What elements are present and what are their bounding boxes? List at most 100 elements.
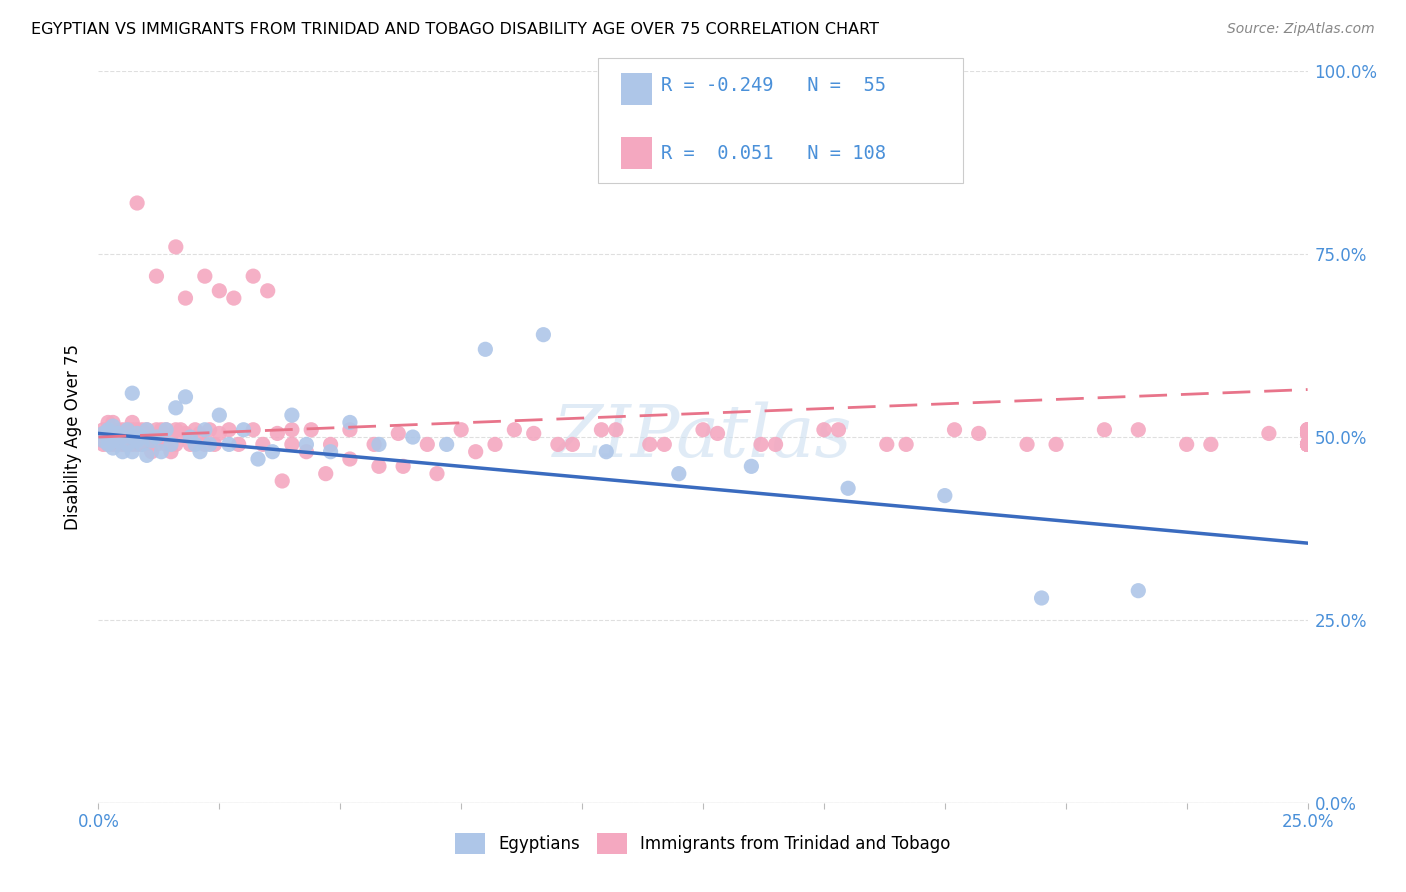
Point bbox=[131, 430, 153, 444]
Point bbox=[1296, 437, 1319, 451]
Point bbox=[668, 467, 690, 481]
Point bbox=[160, 444, 183, 458]
Point bbox=[281, 423, 304, 437]
Point bbox=[561, 437, 583, 451]
Point bbox=[692, 423, 714, 437]
Point bbox=[765, 437, 787, 451]
Text: EGYPTIAN VS IMMIGRANTS FROM TRINIDAD AND TOBAGO DISABILITY AGE OVER 75 CORRELATI: EGYPTIAN VS IMMIGRANTS FROM TRINIDAD AND… bbox=[31, 22, 879, 37]
Point bbox=[1296, 426, 1319, 441]
Point bbox=[1296, 423, 1319, 437]
Point bbox=[135, 423, 157, 437]
Point bbox=[827, 423, 849, 437]
Point bbox=[184, 437, 207, 451]
Point bbox=[266, 426, 288, 441]
Point bbox=[174, 426, 197, 441]
Point bbox=[943, 423, 966, 437]
Point bbox=[208, 284, 231, 298]
Point bbox=[368, 459, 391, 474]
Point bbox=[101, 423, 124, 437]
Point bbox=[1296, 437, 1319, 451]
Point bbox=[1031, 591, 1053, 605]
Point bbox=[107, 434, 129, 448]
Point bbox=[117, 437, 139, 451]
Point bbox=[204, 437, 226, 451]
Point bbox=[111, 423, 134, 437]
Point bbox=[242, 423, 264, 437]
Point bbox=[107, 434, 129, 448]
Point bbox=[91, 426, 114, 441]
Point bbox=[91, 423, 114, 437]
Point bbox=[127, 434, 149, 448]
Point bbox=[127, 196, 149, 211]
Point bbox=[101, 434, 124, 448]
Point bbox=[740, 459, 762, 474]
Point bbox=[1015, 437, 1038, 451]
Point bbox=[150, 444, 173, 458]
Point bbox=[179, 437, 201, 451]
Point bbox=[155, 423, 177, 437]
Point bbox=[97, 437, 120, 451]
Point bbox=[117, 423, 139, 437]
Legend: Egyptians, Immigrants from Trinidad and Tobago: Egyptians, Immigrants from Trinidad and … bbox=[449, 827, 957, 860]
Point bbox=[281, 408, 304, 422]
Point bbox=[474, 343, 496, 357]
Point bbox=[605, 423, 627, 437]
Text: Source: ZipAtlas.com: Source: ZipAtlas.com bbox=[1227, 22, 1375, 37]
Point bbox=[934, 489, 956, 503]
Point bbox=[319, 437, 342, 451]
Point bbox=[837, 481, 859, 495]
Point bbox=[150, 426, 173, 441]
Point bbox=[1296, 423, 1319, 437]
Point bbox=[101, 430, 124, 444]
Point bbox=[198, 423, 221, 437]
Point bbox=[127, 437, 149, 451]
Point bbox=[218, 423, 240, 437]
Point bbox=[208, 408, 231, 422]
Point bbox=[111, 437, 134, 451]
Point bbox=[1296, 437, 1319, 451]
Point bbox=[232, 423, 254, 437]
Point bbox=[111, 430, 134, 444]
Point bbox=[402, 430, 425, 444]
Point bbox=[135, 448, 157, 462]
Point bbox=[121, 386, 143, 401]
Point bbox=[121, 444, 143, 458]
Point bbox=[426, 467, 449, 481]
Point bbox=[339, 423, 361, 437]
Point bbox=[876, 437, 898, 451]
Point bbox=[1296, 437, 1319, 451]
Point bbox=[107, 426, 129, 441]
Point bbox=[101, 441, 124, 455]
Point bbox=[111, 444, 134, 458]
Point bbox=[145, 437, 167, 451]
Point bbox=[1296, 423, 1319, 437]
Point bbox=[1296, 437, 1319, 451]
Point bbox=[247, 452, 270, 467]
Point bbox=[208, 426, 231, 441]
Point bbox=[256, 284, 278, 298]
Point bbox=[1094, 423, 1116, 437]
Point bbox=[1296, 437, 1319, 451]
Point bbox=[706, 426, 728, 441]
Point bbox=[595, 444, 617, 458]
Point bbox=[155, 437, 177, 451]
Point bbox=[107, 426, 129, 441]
Point bbox=[1199, 437, 1222, 451]
Point bbox=[967, 426, 990, 441]
Point bbox=[165, 401, 187, 415]
Point bbox=[141, 434, 163, 448]
Point bbox=[91, 437, 114, 451]
Point bbox=[97, 423, 120, 437]
Point bbox=[165, 423, 187, 437]
Point bbox=[252, 437, 274, 451]
Point bbox=[174, 291, 197, 305]
Point bbox=[749, 437, 772, 451]
Point bbox=[218, 437, 240, 451]
Point bbox=[1128, 423, 1150, 437]
Point bbox=[1296, 423, 1319, 437]
Point bbox=[135, 437, 157, 451]
Point bbox=[262, 444, 284, 458]
Point bbox=[894, 437, 917, 451]
Point bbox=[242, 269, 264, 284]
Point bbox=[194, 423, 217, 437]
